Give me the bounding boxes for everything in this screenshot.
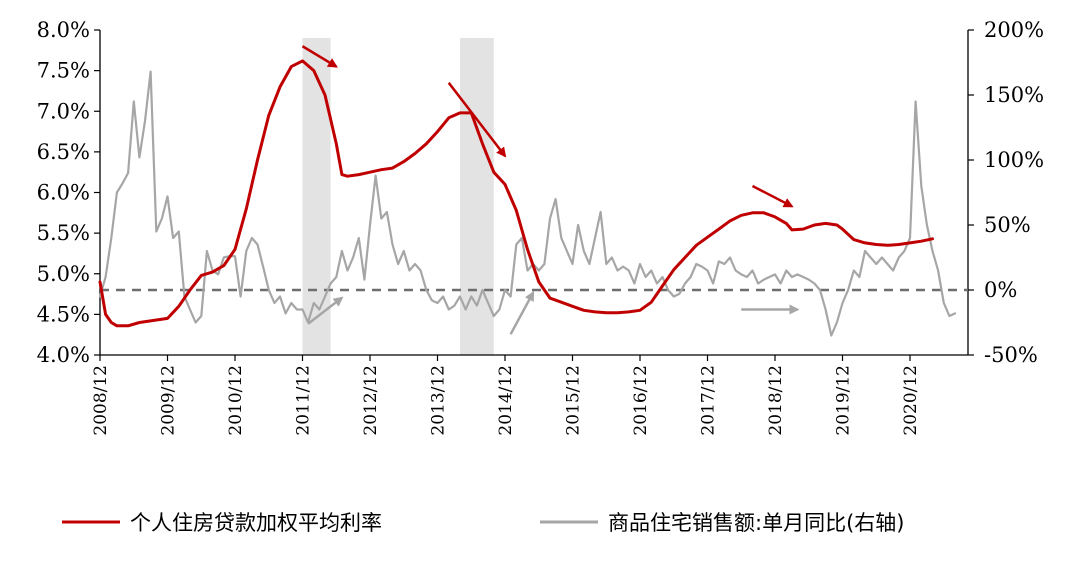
trend-arrow	[301, 45, 338, 68]
y-left-tick-label: 7.5%	[37, 59, 90, 83]
x-tick-label: 2016/12	[631, 365, 651, 436]
x-tick-label: 2017/12	[699, 365, 719, 436]
legend-label-housing-sales-yoy: 商品住宅销售额:单月同比(右轴)	[608, 511, 904, 535]
x-tick-label: 2011/12	[294, 365, 314, 436]
legend-label-mortgage-rate: 个人住房贷款加权平均利率	[130, 511, 382, 535]
y-right-tick-label: 200%	[984, 18, 1044, 42]
y-right-tick-label: 150%	[984, 83, 1044, 107]
x-tick-label: 2019/12	[834, 365, 854, 436]
y-left-tick-label: 7.0%	[37, 99, 90, 123]
shaded-periods	[302, 38, 494, 355]
x-tick-label: 2018/12	[766, 365, 786, 436]
y-left-tick-label: 5.0%	[37, 262, 90, 286]
y-left-tick-label: 6.0%	[37, 181, 90, 205]
shaded-period	[302, 38, 331, 355]
x-tick-label: 2010/12	[226, 365, 246, 436]
y-left-tick-label: 4.0%	[37, 343, 90, 367]
x-tick-label: 2014/12	[496, 365, 516, 436]
y-left-tick-label: 5.5%	[37, 221, 90, 245]
y-left-tick-label: 4.5%	[37, 302, 90, 326]
y-right-tick-label: -50%	[984, 343, 1038, 367]
x-tick-label: 2008/12	[91, 365, 111, 436]
y-right-tick-label: 100%	[984, 148, 1044, 172]
y-right-tick-label: 0%	[984, 278, 1017, 302]
trend-arrows	[301, 45, 800, 335]
trend-arrow	[509, 290, 535, 335]
series-line-mortgage-rate	[98, 59, 934, 328]
x-tick-label: 2012/12	[361, 365, 381, 436]
trend-arrow	[307, 296, 344, 325]
y-left-tick-label: 6.5%	[37, 140, 90, 164]
x-tick-label: 2013/12	[429, 365, 449, 436]
series-line-housing-sales-yoy	[98, 70, 957, 337]
y-right-tick-label: 50%	[984, 213, 1031, 237]
x-tick-label: 2020/12	[901, 365, 921, 436]
x-tick-label: 2015/12	[564, 365, 584, 436]
y-left-tick-label: 8.0%	[37, 18, 90, 42]
trend-arrow	[447, 82, 507, 158]
trend-arrow	[751, 184, 794, 208]
series-lines	[98, 59, 957, 337]
x-tick-label: 2009/12	[159, 365, 179, 436]
axes: 4.0% 4.5% 5.0% 5.5% 6.0% 6.5% 7.0% 7.5% 8.0% -50%…	[37, 18, 1044, 436]
legend: 个人住房贷款加权平均利率 商品住宅销售额:单月同比(右轴)	[62, 511, 904, 535]
